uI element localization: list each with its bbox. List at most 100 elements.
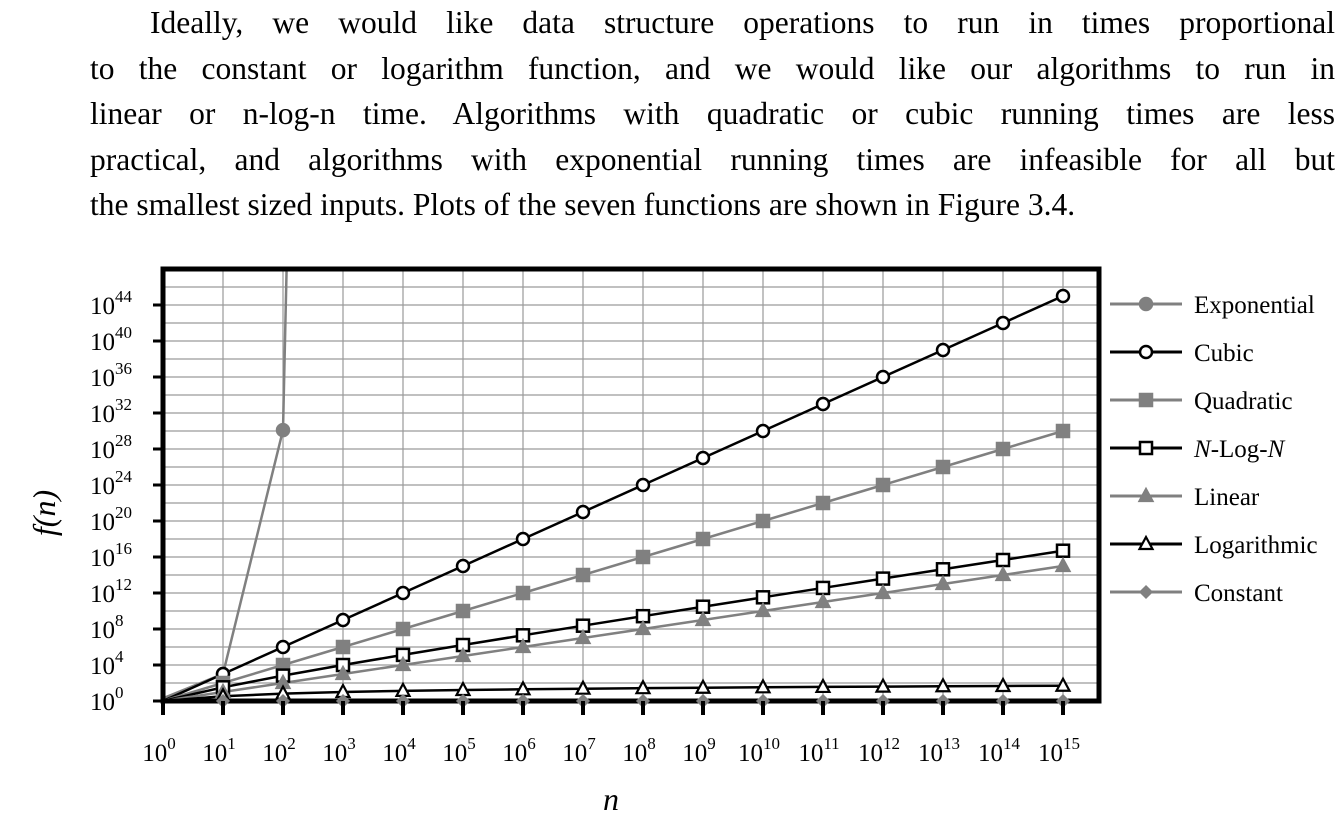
quadratic-point <box>935 459 951 475</box>
x-axis-label: n <box>603 781 619 817</box>
linear-point <box>874 583 892 600</box>
linear-point <box>574 628 592 645</box>
quadratic-point <box>335 639 351 655</box>
x-tick-label: 107 <box>562 734 596 767</box>
n-log-n-point <box>995 552 1011 568</box>
legend-marker-constant <box>1138 584 1154 600</box>
linear-point <box>454 646 472 663</box>
cubic-point <box>875 369 891 385</box>
logarithmic-point <box>814 677 832 694</box>
logarithmic-point <box>934 676 952 693</box>
linear-point <box>994 565 1012 582</box>
logarithmic-series-line <box>162 684 1064 703</box>
cubic-series-line <box>162 294 1064 703</box>
quadratic-point <box>455 603 471 619</box>
linear-series-line <box>162 564 1064 703</box>
legend-marker-n-log-n <box>1138 440 1154 456</box>
cubic-point <box>995 315 1011 331</box>
x-tick-label: 101 <box>202 734 236 767</box>
y-tick-label: 1044 <box>90 287 133 320</box>
legend-label-quadratic: Quadratic <box>1194 388 1293 415</box>
y-tick-label: 104 <box>90 647 124 680</box>
x-tick-label: 100 <box>142 734 176 767</box>
quadratic-point <box>515 585 531 601</box>
y-axis-label: f(n) <box>26 490 62 536</box>
n-log-n-point <box>755 590 771 605</box>
legend-label-constant: Constant <box>1194 580 1283 607</box>
n-log-n-point <box>1055 543 1071 558</box>
y-tick-label: 1036 <box>90 359 132 392</box>
y-tick-label: 1040 <box>90 323 132 356</box>
cubic-point <box>755 423 771 439</box>
n-log-n-point <box>815 580 831 596</box>
y-tick-label: 1020 <box>90 503 132 536</box>
quadratic-point <box>755 513 771 529</box>
x-tick-label: 103 <box>322 734 356 767</box>
cubic-point <box>515 531 531 547</box>
legend: Exponential Cubic Quadratic N-Log-N Linear Lo… <box>1110 292 1318 607</box>
cubic-point <box>1055 288 1071 304</box>
y-tick-label: 100 <box>90 683 124 716</box>
legend-marker-exponential <box>1138 296 1154 312</box>
body-paragraph: Ideally, we would like data structure op… <box>90 0 1335 228</box>
linear-point <box>934 574 952 591</box>
paragraph-line-3: linear or n-log-n time. Algorithms with … <box>90 96 1335 131</box>
cubic-point <box>935 342 951 358</box>
legend-marker-cubic <box>1138 344 1154 360</box>
legend-label-exponential: Exponential <box>1194 292 1315 319</box>
logarithmic-point <box>874 677 892 693</box>
cubic-point <box>695 450 711 466</box>
x-tick-labels: 100 101 102 103 104 105 106 107 108 109 1010 1011 10… <box>142 701 1080 767</box>
legend-marker-logarithmic <box>1137 534 1155 551</box>
linear-point <box>514 637 532 654</box>
cubic-point <box>455 558 471 574</box>
logarithmic-point <box>994 676 1012 693</box>
legend-marker-quadratic <box>1138 392 1154 408</box>
legend-label-n-log-n: N-Log-N <box>1193 436 1286 463</box>
paragraph-line-2: to the constant or logarithm function, a… <box>90 50 1335 86</box>
linear-point <box>814 592 832 609</box>
x-tick-label: 106 <box>502 734 536 767</box>
n-log-n-point <box>935 562 951 577</box>
legend-label-linear: Linear <box>1194 484 1260 511</box>
x-tick-label: 108 <box>622 734 656 767</box>
y-tick-label: 108 <box>90 611 124 644</box>
quadratic-point <box>635 549 651 565</box>
paragraph-line-1: Ideally, we would like data structure op… <box>150 5 1335 40</box>
cubic-point <box>335 612 351 628</box>
cubic-point <box>395 585 411 601</box>
y-tick-labels: 1001041081012101610201024102810321036104… <box>90 287 163 716</box>
x-tick-label: 1010 <box>738 734 780 767</box>
quadratic-point <box>995 441 1011 457</box>
x-tick-label: 104 <box>382 734 416 767</box>
grid-lines <box>163 269 1099 701</box>
legend-label-logarithmic: Logarithmic <box>1194 532 1318 559</box>
n-log-n-point <box>875 571 891 586</box>
legend-marker-linear <box>1137 486 1155 503</box>
x-tick-label: 102 <box>262 734 296 767</box>
series-markers <box>214 288 1072 709</box>
x-tick-label: 109 <box>682 734 716 767</box>
cubic-point <box>815 396 831 412</box>
quadratic-point <box>695 531 711 547</box>
y-tick-label: 1028 <box>90 431 132 464</box>
paragraph-line-4: practical, and algorithms with exponenti… <box>90 141 1335 177</box>
x-tick-label: 1014 <box>978 734 1021 767</box>
y-tick-label: 1012 <box>90 575 132 608</box>
n-log-n-series-line <box>162 549 1064 703</box>
cubic-point <box>575 504 591 520</box>
linear-point <box>334 664 352 681</box>
linear-point <box>394 655 412 672</box>
exponential-point <box>275 422 291 438</box>
cubic-point <box>635 477 651 493</box>
y-tick-label: 1016 <box>90 539 132 572</box>
logarithmic-point <box>574 679 592 695</box>
linear-point <box>634 619 652 636</box>
quadratic-point <box>395 621 411 637</box>
logarithmic-point <box>1054 676 1072 692</box>
cubic-point <box>275 639 291 655</box>
exponential-series-line <box>162 268 288 700</box>
linear-point <box>694 610 712 627</box>
logarithmic-point <box>634 678 652 695</box>
